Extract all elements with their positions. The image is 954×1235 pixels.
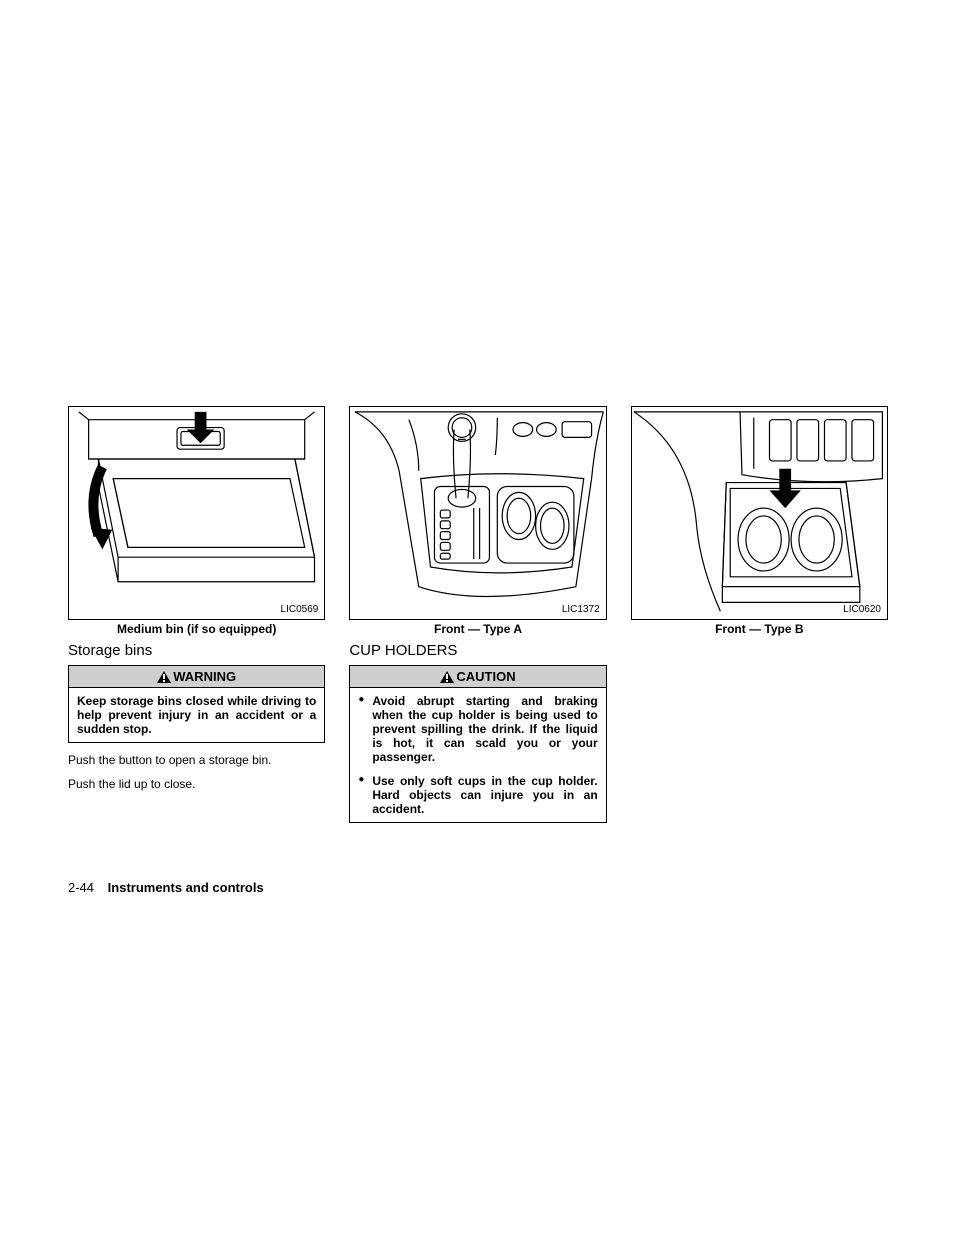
- column-2: LIC1372 Front — Type A CUP HOLDERS CAUTI…: [349, 406, 606, 823]
- footer-section: Instruments and controls: [108, 880, 264, 895]
- column-1: LIC0569 Medium bin (if so equipped) Stor…: [68, 406, 325, 823]
- figure-label: Front — Type A: [349, 622, 606, 636]
- storage-bin-illustration: [69, 407, 324, 619]
- caution-bullet-1: Avoid abrupt starting and braking when t…: [358, 694, 597, 764]
- body-line-2: Push the lid up to close.: [68, 777, 325, 791]
- caution-bullet-2: Use only soft cups in the cup holder. Ha…: [358, 774, 597, 816]
- cupholder-b-illustration: [632, 407, 887, 619]
- body-line-1: Push the button to open a storage bin.: [68, 753, 325, 767]
- page-number: 2-44: [68, 880, 94, 895]
- warning-paragraph: Keep storage bins closed while driving t…: [77, 694, 316, 736]
- cupholder-a-illustration: [350, 407, 605, 619]
- figure-label: Medium bin (if so equipped): [68, 622, 325, 636]
- caution-body: Avoid abrupt starting and braking when t…: [349, 688, 606, 823]
- figure-cupholder-b: LIC0620: [631, 406, 888, 620]
- figure-label: Front — Type B: [631, 622, 888, 636]
- warning-triangle-icon: [440, 671, 454, 683]
- figure-cupholder-a: LIC1372: [349, 406, 606, 620]
- section-title-storage: Storage bins: [68, 642, 325, 659]
- page-content: LIC0569 Medium bin (if so equipped) Stor…: [68, 406, 888, 823]
- caution-heading-bar: CAUTION: [349, 665, 606, 688]
- section-title-cupholders: CUP HOLDERS: [349, 642, 606, 659]
- figure-code: LIC0620: [843, 604, 881, 615]
- caution-heading-text: CAUTION: [456, 669, 515, 684]
- column-3: LIC0620 Front — Type B: [631, 406, 888, 823]
- warning-body: Keep storage bins closed while driving t…: [68, 688, 325, 743]
- page-footer: 2-44 Instruments and controls: [68, 880, 264, 895]
- figure-code: LIC1372: [562, 604, 600, 615]
- figure-storage-bin: LIC0569: [68, 406, 325, 620]
- warning-heading-text: WARNING: [173, 669, 236, 684]
- body-text: Push the button to open a storage bin. P…: [68, 753, 325, 791]
- figure-code: LIC0569: [281, 604, 319, 615]
- warning-triangle-icon: [157, 671, 171, 683]
- warning-heading-bar: WARNING: [68, 665, 325, 688]
